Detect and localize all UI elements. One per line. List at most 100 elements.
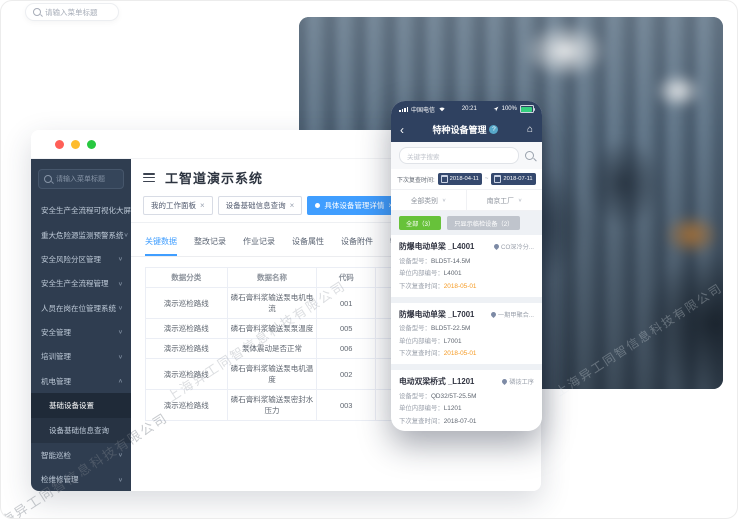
sidebar-item-mechatronics[interactable]: 机电管理 ∧ xyxy=(31,369,131,393)
factory-select[interactable]: 南京工厂 ∨ xyxy=(466,190,542,210)
cell: 磷石膏料浆输送泵电机电流 xyxy=(226,287,318,319)
close-icon[interactable]: × xyxy=(388,201,393,210)
sidebar-item-safety-process[interactable]: 安全生产全流程管理 ∨ xyxy=(31,272,131,296)
tab-label: 具体设备管理详情 xyxy=(324,201,385,210)
end-date-picker[interactable]: 2018-07-11 xyxy=(491,173,536,185)
filter-chips-row: 全部（3） 只显示临检设备（2） xyxy=(391,211,542,235)
chip-all[interactable]: 全部（3） xyxy=(399,216,442,230)
close-window-button[interactable] xyxy=(55,139,64,149)
sidebar-item-personnel[interactable]: 人员在岗在位管理系统 ∨ xyxy=(31,296,131,320)
phone-search-row: 关键字搜索 xyxy=(391,142,542,169)
sidebar-item-training[interactable]: 培训管理 ∨ xyxy=(31,345,131,369)
chevron-down-icon: ∨ xyxy=(117,330,123,336)
hamburger-icon[interactable] xyxy=(143,173,155,182)
date-filter-label: 下次复查时间: xyxy=(397,177,435,184)
model-label: 设备型号： xyxy=(399,257,431,265)
sidebar-item-safety-mgmt[interactable]: 安全管理 ∨ xyxy=(31,320,131,344)
sidebar-item-visual-dashboard[interactable]: 安全生产全流程可视化大屏 xyxy=(31,199,131,223)
model-label: 设备型号： xyxy=(399,392,431,400)
home-icon[interactable]: ⌂ xyxy=(526,124,533,135)
close-icon[interactable]: × xyxy=(200,200,205,210)
tab-device-info-query[interactable]: 设备基础信息查询 × xyxy=(217,196,303,215)
device-title: 防爆电动单梁 _L4001 xyxy=(399,242,475,251)
chevron-down-icon: ∨ xyxy=(517,198,523,203)
next-review-date: 2018-07-01 xyxy=(443,417,477,425)
minimize-window-button[interactable] xyxy=(71,139,80,149)
search-icon[interactable] xyxy=(525,151,534,160)
back-arrow-icon[interactable]: ‹ xyxy=(400,122,404,137)
tab-label: 我的工作面板 xyxy=(151,201,196,210)
location-arrow-icon xyxy=(493,106,499,112)
cell: 演示巡检路线 xyxy=(145,287,228,319)
next-review-date: 2018-05-01 xyxy=(443,350,477,357)
keyword-search-input[interactable]: 关键字搜索 xyxy=(399,147,519,164)
cell: 演示巡检路线 xyxy=(145,318,228,339)
device-title: 防爆电动单梁 _L7001 xyxy=(399,309,475,319)
tab-device-detail[interactable]: 具体设备管理详情× xyxy=(307,196,402,215)
device-card[interactable]: 防爆电动单梁 _L4001 CO深冷分... 设备型号：BLD5T-14.5M … xyxy=(391,235,542,297)
factory-select-value: 南京工厂 xyxy=(486,198,514,205)
chevron-down-icon: ∨ xyxy=(117,281,123,287)
chevron-down-icon: ∨ xyxy=(117,453,123,459)
column-header: 数据名称 xyxy=(226,267,318,288)
chevron-down-icon: ∨ xyxy=(117,256,123,263)
tab-my-workbench[interactable]: 我的工作面板 × xyxy=(143,196,213,215)
tab-work-records[interactable]: 作业记录 xyxy=(243,237,275,246)
phone-status-bar: 中国电信 20:21 100% xyxy=(391,101,542,117)
phone-nav-bar: ‹ 特种设备管理 ? ⌂ xyxy=(391,117,542,142)
tab-device-attributes[interactable]: 设备属性 xyxy=(292,237,324,246)
close-icon[interactable]: × xyxy=(289,200,295,210)
sidebar-item-label: 人员在岗在位管理系统 xyxy=(41,303,116,313)
cell: 001 xyxy=(316,287,376,319)
cell: 演示巡检路线 xyxy=(145,338,228,359)
battery-percent-label: 100% xyxy=(501,106,517,112)
clock-label: 20:21 xyxy=(461,106,477,112)
floating-search-pill[interactable]: 请输入菜单标题 xyxy=(25,3,119,21)
tab-rectification-records[interactable]: 整改记录 xyxy=(194,237,226,246)
cell: 005 xyxy=(316,318,376,339)
calendar-icon xyxy=(440,175,448,183)
sidebar-search-placeholder: 请输入菜单标题 xyxy=(56,175,105,183)
sidebar-item-maintenance[interactable]: 检维修管理 ∨ xyxy=(31,468,131,491)
device-card[interactable]: 电动双梁桥式 _L1201 磷铵工序 设备型号：QD32/5T-25.5M 单位… xyxy=(391,370,542,431)
sidebar-item-label: 智能巡检 xyxy=(41,450,71,460)
sidebar-item-hazard-monitoring[interactable]: 重大危险源监测预警系统 ∨ xyxy=(31,223,131,247)
next-review-label: 下次复查时间： xyxy=(399,350,444,357)
tab-device-attachments[interactable]: 设备附件 xyxy=(341,237,373,246)
model-value: BLD5T-22.5M xyxy=(430,325,471,332)
keyword-search-placeholder: 关键字搜索 xyxy=(407,153,440,161)
cell: 演示巡检路线 xyxy=(145,389,228,421)
end-date-value: 2018-07-11 xyxy=(503,176,533,182)
location-pin-icon xyxy=(502,377,509,386)
tab-key-data[interactable]: 关键数据 xyxy=(145,236,177,256)
search-icon xyxy=(33,8,41,16)
sidebar-subitem-basic-device-setup[interactable]: 基础设备设置 xyxy=(31,393,131,419)
cell: 磷石膏料浆输送泵密封水压力 xyxy=(226,389,318,421)
sidebar-item-label: 安全生产全流程可视化大屏 xyxy=(41,206,131,216)
model-label: 设备型号： xyxy=(399,325,431,332)
phone-screen: 中国电信 20:21 100% ‹ 特种设备管理 ? ⌂ 关键字搜索 xyxy=(391,101,542,431)
column-header: 数据分类 xyxy=(145,267,228,288)
cell: 002 xyxy=(316,358,376,390)
device-title: 电动双梁桥式 _L1201 xyxy=(399,377,475,386)
cell: 泵体震动是否正常 xyxy=(226,338,318,359)
sidebar-item-label: 安全风险分区管理 xyxy=(41,254,101,264)
chevron-down-icon: ∨ xyxy=(117,354,123,360)
sidebar-menu-search-input[interactable]: 请输入菜单标题 xyxy=(38,169,124,189)
sidebar-item-smart-inspection[interactable]: 智能巡检 ∨ xyxy=(31,443,131,467)
start-date-picker[interactable]: 2018-04-11 xyxy=(437,173,482,185)
filter-selects-row: 全部类别 ∨ 南京工厂 ∨ xyxy=(391,189,542,211)
chip-inspection-only[interactable]: 只显示临检设备（2） xyxy=(447,216,521,230)
cell: 006 xyxy=(316,338,376,359)
chevron-up-icon: ∧ xyxy=(117,378,123,385)
help-badge-icon[interactable]: ? xyxy=(489,125,499,134)
floating-search-placeholder: 请输入菜单标题 xyxy=(45,7,98,17)
sidebar-item-label: 设备基础信息查询 xyxy=(49,426,109,436)
maximize-window-button[interactable] xyxy=(87,139,96,149)
internal-code-label: 单位内部编号： xyxy=(399,405,444,412)
sidebar-item-risk-zone[interactable]: 安全风险分区管理 ∨ xyxy=(31,247,131,271)
sidebar-subitem-device-info-query[interactable]: 设备基础信息查询 xyxy=(31,418,131,443)
category-select[interactable]: 全部类别 ∨ xyxy=(391,190,466,210)
device-card[interactable]: 防爆电动单梁 _L7001 一期甲聚合... 设备型号：BLD5T-22.5M … xyxy=(391,302,542,364)
wifi-icon xyxy=(439,107,445,112)
